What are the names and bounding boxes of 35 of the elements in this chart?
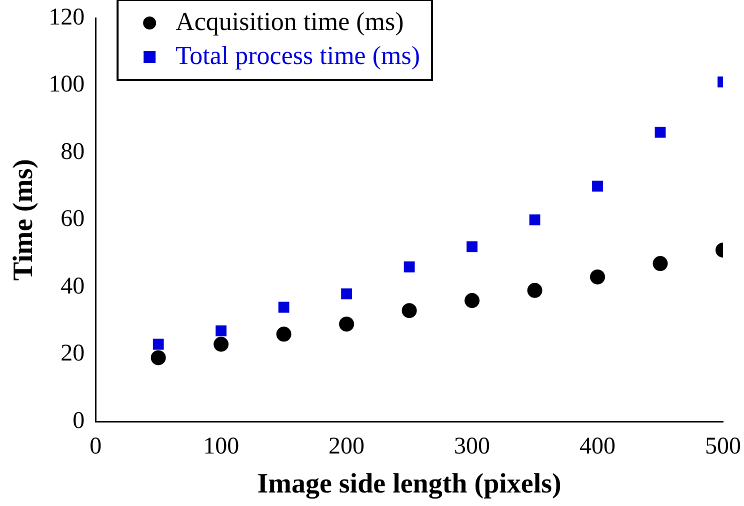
y-tick-label: 80 xyxy=(60,138,85,165)
point xyxy=(216,325,227,336)
point xyxy=(590,269,606,284)
point xyxy=(276,326,292,342)
point xyxy=(341,288,352,300)
y-tick-label: 0 xyxy=(72,408,85,434)
point xyxy=(654,126,666,138)
y-axis-title: Time (ms) xyxy=(8,159,40,281)
point xyxy=(402,303,417,318)
y-tick-label: 40 xyxy=(60,273,85,300)
point xyxy=(404,261,415,272)
x-tick-label: 400 xyxy=(580,433,616,460)
x-axis-title: Image side length (pixels) xyxy=(257,468,562,500)
point xyxy=(464,293,480,308)
point xyxy=(339,316,354,332)
point xyxy=(278,302,290,313)
point xyxy=(214,336,229,352)
y-tick-label: 100 xyxy=(48,72,85,98)
legend-label: Acquisition time (ms) xyxy=(176,6,404,36)
legend-label: Total process time (ms) xyxy=(176,40,420,70)
point xyxy=(652,256,668,272)
point xyxy=(150,350,166,366)
y-tick-label: 20 xyxy=(60,340,85,367)
point xyxy=(592,180,603,192)
x-tick-label: 200 xyxy=(328,433,365,460)
point xyxy=(466,241,478,252)
x-tick-label: 0 xyxy=(90,433,102,460)
x-tick-label: 100 xyxy=(203,433,240,460)
point xyxy=(152,338,164,350)
point xyxy=(527,282,542,298)
y-tick-label: 120 xyxy=(48,4,85,30)
x-tick-label: 500 xyxy=(705,433,741,460)
x-tick-label: 300 xyxy=(454,433,490,460)
point xyxy=(529,214,540,226)
y-tick-label: 60 xyxy=(60,206,85,232)
